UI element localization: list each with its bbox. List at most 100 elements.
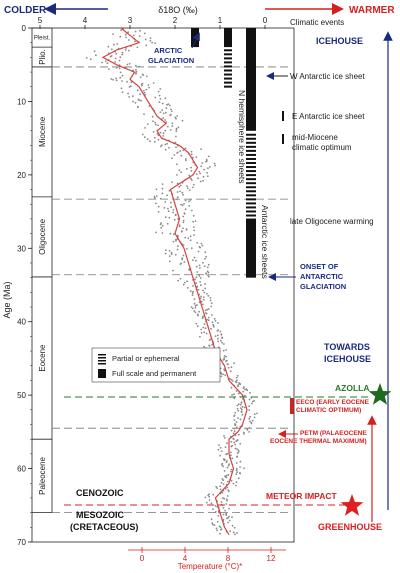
data-point xyxy=(168,260,171,263)
data-point xyxy=(170,206,173,209)
data-point xyxy=(232,531,235,534)
data-point xyxy=(207,316,210,319)
antarctic-partial-stripe xyxy=(246,157,256,160)
data-point xyxy=(126,63,129,66)
data-point xyxy=(152,82,155,84)
age-ticks: 0 10 20 30 40 50 60 70 xyxy=(17,24,32,547)
data-point xyxy=(231,516,233,519)
data-point xyxy=(118,67,121,70)
data-point xyxy=(236,456,238,458)
onset-3: GLACIATION xyxy=(300,282,346,291)
data-point xyxy=(172,240,175,243)
age-tick-label: 30 xyxy=(17,244,26,253)
data-point xyxy=(216,334,219,337)
data-point xyxy=(236,404,239,407)
antarctic-partial-stripe xyxy=(246,186,256,189)
antarctic-partial-stripe xyxy=(246,141,256,144)
data-point xyxy=(176,152,179,154)
towards-1: TOWARDS xyxy=(324,342,370,352)
data-point xyxy=(222,483,225,485)
data-point xyxy=(193,302,196,305)
data-point xyxy=(195,156,198,158)
data-point xyxy=(221,497,224,499)
data-point xyxy=(127,49,130,52)
data-point xyxy=(201,317,204,320)
data-point xyxy=(200,331,203,334)
data-point xyxy=(200,148,203,151)
temp-tick-label: 8 xyxy=(226,554,231,563)
data-point xyxy=(256,412,258,415)
data-point xyxy=(155,231,157,234)
data-point xyxy=(171,181,174,184)
antarctic-partial-stripe xyxy=(246,190,256,193)
data-point xyxy=(239,407,242,409)
data-point xyxy=(200,300,203,303)
data-point xyxy=(232,482,235,485)
data-point xyxy=(169,232,172,235)
data-point xyxy=(121,51,124,54)
n-ice-partial-stripe xyxy=(224,61,232,64)
data-point xyxy=(165,111,167,114)
data-point xyxy=(85,57,88,59)
data-point xyxy=(233,441,236,444)
towards-2: ICEHOUSE xyxy=(324,354,371,364)
data-point xyxy=(154,123,157,126)
data-point xyxy=(195,282,198,285)
data-point xyxy=(145,75,148,78)
eeco-1: EECO (EARLY EOCENE xyxy=(296,399,370,406)
epoch-label: Eocene xyxy=(38,344,47,372)
data-point xyxy=(232,432,235,435)
data-point xyxy=(155,188,158,191)
data-point xyxy=(225,476,228,479)
data-point xyxy=(227,363,229,366)
data-point xyxy=(235,421,238,423)
data-point xyxy=(152,131,155,133)
data-point xyxy=(170,201,172,204)
data-point xyxy=(199,246,202,249)
data-point xyxy=(93,50,96,53)
data-point xyxy=(204,327,207,330)
data-point xyxy=(176,174,178,176)
data-point xyxy=(160,197,162,200)
data-point xyxy=(125,36,127,39)
data-point xyxy=(164,201,167,203)
data-point xyxy=(236,374,239,377)
data-point xyxy=(204,496,207,499)
data-point xyxy=(236,452,239,454)
data-point xyxy=(151,41,154,44)
data-point xyxy=(184,199,187,202)
data-point xyxy=(214,511,217,513)
data-point xyxy=(197,250,200,253)
epoch-label: Plio. xyxy=(38,49,47,65)
mesozoic-label: MESOZOIC xyxy=(76,510,125,520)
data-point xyxy=(194,306,197,309)
data-point xyxy=(173,218,176,221)
data-point xyxy=(220,372,223,375)
data-point xyxy=(197,314,199,317)
data-point xyxy=(178,185,181,188)
data-point xyxy=(253,413,256,415)
data-point xyxy=(211,343,214,346)
data-point xyxy=(114,57,117,60)
data-point xyxy=(168,146,170,149)
data-point xyxy=(211,522,214,524)
data-point xyxy=(213,326,215,328)
data-point xyxy=(248,431,251,433)
data-point xyxy=(248,417,251,420)
data-point xyxy=(192,226,195,229)
epoch-label: Miocene xyxy=(38,116,47,147)
data-point xyxy=(192,183,195,186)
data-point xyxy=(166,125,169,128)
data-point xyxy=(210,518,213,521)
data-point xyxy=(178,225,181,228)
data-point xyxy=(186,185,188,188)
data-point xyxy=(194,304,197,307)
data-point xyxy=(168,216,171,219)
data-point xyxy=(203,265,206,267)
data-point xyxy=(161,109,164,111)
data-point xyxy=(118,59,121,62)
data-point xyxy=(159,145,162,148)
data-point xyxy=(222,373,224,376)
data-point xyxy=(159,98,162,100)
data-point xyxy=(185,159,187,162)
